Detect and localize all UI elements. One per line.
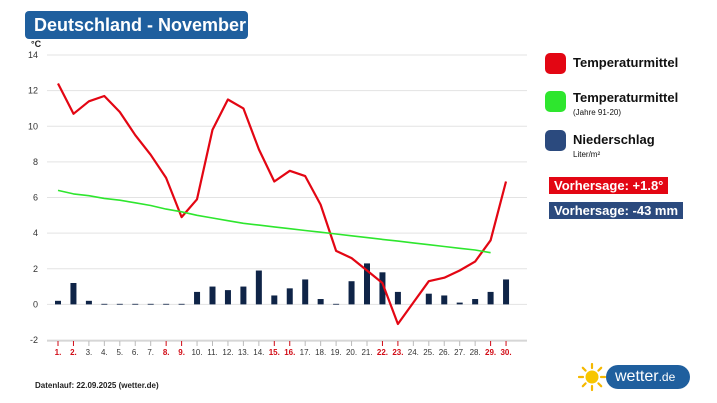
precipitation-bar (163, 303, 170, 305)
data-run-footer: Datenlauf: 22.09.2025 (wetter.de) (35, 381, 159, 390)
precipitation-bar (456, 302, 463, 305)
precipitation-bar (209, 286, 216, 305)
precipitation-bar (178, 303, 185, 305)
x-tick-label: 16. (284, 348, 295, 357)
precipitation-bar (317, 299, 324, 305)
y-tick-label: 14 (28, 50, 38, 60)
y-tick-label: -2 (30, 335, 38, 345)
x-tick-label: 17. (300, 348, 311, 357)
precipitation-bar (302, 279, 309, 305)
legend-climate-mean-sub: (Jahre 91-20) (573, 108, 622, 117)
x-tick-label: 23. (392, 348, 403, 357)
y-tick-label: 0 (33, 299, 38, 309)
x-tick-label: 12. (222, 348, 233, 357)
legend-temperature-swatch (545, 53, 566, 74)
x-tick-label: 10. (191, 348, 202, 357)
climate-mean-line (57, 189, 491, 254)
y-tick-label: 6 (33, 193, 38, 203)
y-unit-label: °C (31, 39, 42, 49)
precipitation-bar (286, 288, 293, 305)
forecast-precipitation-badge: Vorhersage: -43 mm (549, 202, 684, 219)
precipitation-bar (333, 303, 340, 305)
precipitation-bar (101, 303, 108, 305)
y-tick-label: 10 (28, 121, 38, 131)
x-tick-label: 1. (55, 348, 62, 357)
precipitation-bar (441, 295, 448, 305)
precipitation-bar (425, 293, 432, 305)
precipitation-bar (132, 303, 139, 305)
legend-climate-mean-swatch (545, 91, 566, 112)
precipitation-bar (364, 263, 370, 305)
x-tick-label: 4. (101, 348, 108, 357)
x-tick-label: 20. (346, 348, 357, 357)
sun-icon (578, 363, 607, 392)
chart-title: Deutschland - November (25, 11, 248, 39)
legend-precipitation-label: Niederschlag (573, 132, 655, 147)
x-tick-label: 28. (470, 348, 481, 357)
precipitation-bar (472, 299, 479, 305)
legend-temperature-label: Temperaturmittel (573, 55, 679, 70)
precipitation-bar (487, 291, 494, 305)
precipitation-bar (379, 272, 386, 305)
y-tick-label: 12 (28, 86, 38, 96)
x-tick-label: 9. (178, 348, 185, 357)
x-tick-label: 6. (132, 348, 139, 357)
precipitation-bar (116, 303, 123, 305)
x-tick-label: 22. (377, 348, 388, 357)
precipitation-bar (147, 303, 154, 305)
legend-precipitation-sub: Liter/m² (573, 150, 601, 159)
y-tick-label: 8 (33, 157, 38, 167)
x-tick-label: 5. (116, 348, 123, 357)
precipitation-bar (255, 270, 262, 305)
y-tick-label: 2 (33, 264, 38, 274)
x-tick-label: 19. (331, 348, 342, 357)
precipitation-bar (394, 291, 401, 305)
x-tick-label: 8. (163, 348, 170, 357)
x-tick-label: 7. (147, 348, 154, 357)
precipitation-bar (224, 290, 231, 305)
x-tick-label: 11. (207, 348, 218, 357)
forecast-temperature-badge: Vorhersage: +1.8° (549, 177, 669, 194)
precipitation-bar (55, 300, 61, 305)
x-tick-label: 14. (253, 348, 264, 357)
brand-tld: .de (658, 370, 676, 384)
x-tick-label: 18. (315, 348, 326, 357)
legend-climate-mean-label: Temperaturmittel (573, 90, 679, 105)
y-tick-label: 4 (33, 228, 38, 238)
brand-name: wetter (615, 368, 659, 385)
precipitation-bar (348, 281, 355, 305)
precipitation-bar (503, 279, 510, 305)
precipitation-bar (70, 283, 77, 305)
precipitation-bar (240, 286, 247, 305)
precipitation-bar (271, 295, 278, 305)
x-tick-label: 21. (361, 348, 372, 357)
x-tick-label: 2. (70, 348, 77, 357)
x-tick-label: 13. (238, 348, 249, 357)
x-tick-label: 30. (500, 348, 511, 357)
x-tick-label: 15. (269, 348, 280, 357)
x-tick-label: 25. (423, 348, 434, 357)
brand-pill: wetter.de (606, 365, 690, 389)
x-tick-label: 24. (408, 348, 419, 357)
x-tick-label: 27. (454, 348, 465, 357)
x-tick-label: 29. (485, 348, 496, 357)
precipitation-bar (85, 300, 92, 305)
precipitation-bar (194, 291, 201, 305)
temperature-line (57, 82, 508, 326)
x-tick-label: 3. (86, 348, 93, 357)
x-tick-label: 26. (439, 348, 450, 357)
legend-precipitation-swatch (545, 130, 566, 151)
